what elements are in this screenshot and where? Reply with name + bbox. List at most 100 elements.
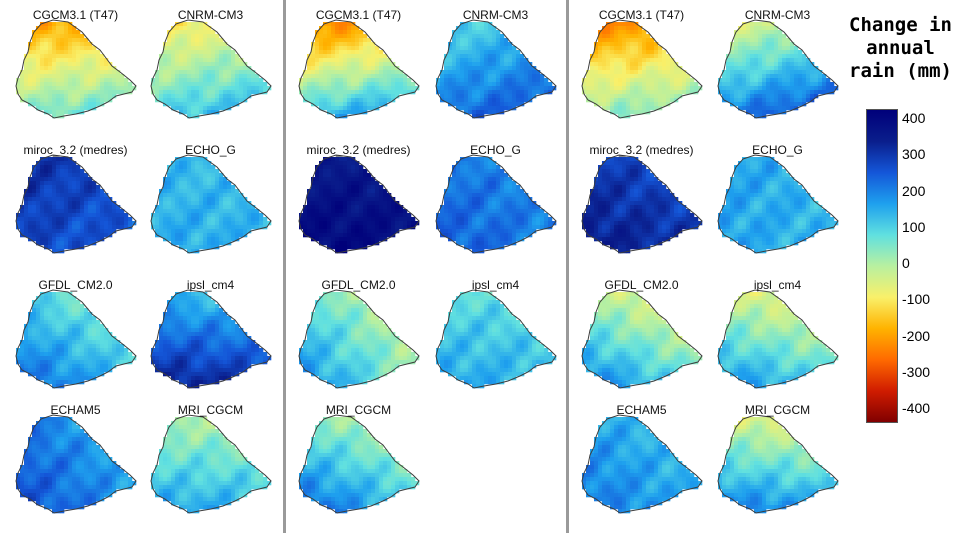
- rain-cell: [247, 225, 251, 229]
- rain-cell: [359, 66, 363, 70]
- rain-cell: [32, 70, 36, 74]
- rain-cell: [24, 205, 28, 209]
- rain-cell: [399, 90, 403, 94]
- rain-cell: [187, 372, 191, 376]
- rain-cell: [383, 217, 387, 221]
- rain-cell: [56, 469, 60, 473]
- rain-cell: [211, 86, 215, 90]
- rain-cell: [175, 185, 179, 189]
- rain-cell: [52, 90, 56, 94]
- rain-cell: [179, 332, 183, 336]
- rain-cell: [199, 54, 203, 58]
- rain-cell: [100, 356, 104, 360]
- rain-cell: [40, 62, 44, 66]
- rain-cell: [191, 245, 195, 249]
- rain-cell: [231, 78, 235, 82]
- rain-cell: [231, 449, 235, 453]
- rain-cell: [219, 78, 223, 82]
- rain-cell: [532, 82, 536, 86]
- rain-cell: [72, 189, 76, 193]
- rain-cell: [331, 185, 335, 189]
- rain-cell: [88, 70, 92, 74]
- rain-cell: [492, 34, 496, 38]
- rain-cell: [56, 485, 60, 489]
- rain-cell: [307, 213, 311, 217]
- rain-cell: [80, 78, 84, 82]
- rain-cell: [472, 70, 476, 74]
- rain-cell: [64, 74, 68, 78]
- rain-cell: [28, 453, 32, 457]
- rain-cell: [116, 78, 120, 82]
- rain-cell: [223, 489, 227, 493]
- rain-cell: [251, 360, 255, 364]
- rain-cell: [52, 449, 56, 453]
- rain-cell: [195, 368, 199, 372]
- rain-cell: [48, 241, 52, 245]
- rain-cell: [219, 62, 223, 66]
- rain-cell: [76, 348, 80, 352]
- rain-cell: [80, 501, 84, 505]
- rain-cell: [219, 177, 223, 181]
- rain-cell: [179, 86, 183, 90]
- rain-cell: [171, 356, 175, 360]
- rain-cell: [343, 161, 347, 165]
- rain-cell: [48, 94, 52, 98]
- rain-cell: [195, 461, 199, 465]
- rain-cell: [504, 58, 508, 62]
- rain-cell: [504, 54, 508, 58]
- rain-cell: [80, 445, 84, 449]
- rain-cell: [203, 505, 207, 509]
- rain-cell: [48, 22, 52, 26]
- rain-cell: [231, 217, 235, 221]
- rain-cell: [339, 177, 343, 181]
- rain-cell: [323, 173, 327, 177]
- rain-cell: [211, 481, 215, 485]
- rain-cell: [227, 445, 231, 449]
- rain-cell: [488, 110, 492, 114]
- rain-cell: [303, 225, 307, 229]
- rain-cell: [235, 457, 239, 461]
- rain-cell: [52, 165, 56, 169]
- rain-cell: [187, 66, 191, 70]
- rain-cell: [496, 38, 500, 42]
- rain-cell: [219, 477, 223, 481]
- rain-cell: [56, 90, 60, 94]
- rain-cell: [28, 340, 32, 344]
- rain-cell: [227, 225, 231, 229]
- rain-cell: [375, 209, 379, 213]
- rain-cell: [339, 94, 343, 98]
- rain-cell: [100, 344, 104, 348]
- rain-cell: [175, 473, 179, 477]
- rain-cell: [496, 106, 500, 110]
- rain-cell: [339, 217, 343, 221]
- rain-cell: [44, 34, 48, 38]
- rain-cell: [448, 66, 452, 70]
- rain-cell: [488, 66, 492, 70]
- rain-cell: [211, 324, 215, 328]
- rain-cell: [100, 457, 104, 461]
- rain-cell: [379, 74, 383, 78]
- rain-cell: [195, 102, 199, 106]
- rain-cell: [44, 30, 48, 34]
- rain-cell: [343, 173, 347, 177]
- rain-cell: [96, 70, 100, 74]
- rain-cell: [52, 78, 56, 82]
- rain-cell: [243, 229, 247, 233]
- rain-cell: [319, 169, 323, 173]
- rain-cell: [84, 217, 88, 221]
- rain-cell: [64, 336, 68, 340]
- rain-cell: [72, 356, 76, 360]
- rain-cell: [171, 461, 175, 465]
- rain-cell: [351, 161, 355, 165]
- rain-cell: [215, 241, 219, 245]
- rain-cell: [20, 217, 24, 221]
- rain-cell: [183, 368, 187, 372]
- rain-cell: [167, 320, 171, 324]
- rain-cell: [112, 225, 116, 229]
- rain-cell: [108, 213, 112, 217]
- rain-cell: [355, 98, 359, 102]
- rain-cell: [191, 66, 195, 70]
- rain-cell: [76, 473, 80, 477]
- rain-cell: [207, 449, 211, 453]
- rain-cell: [56, 328, 60, 332]
